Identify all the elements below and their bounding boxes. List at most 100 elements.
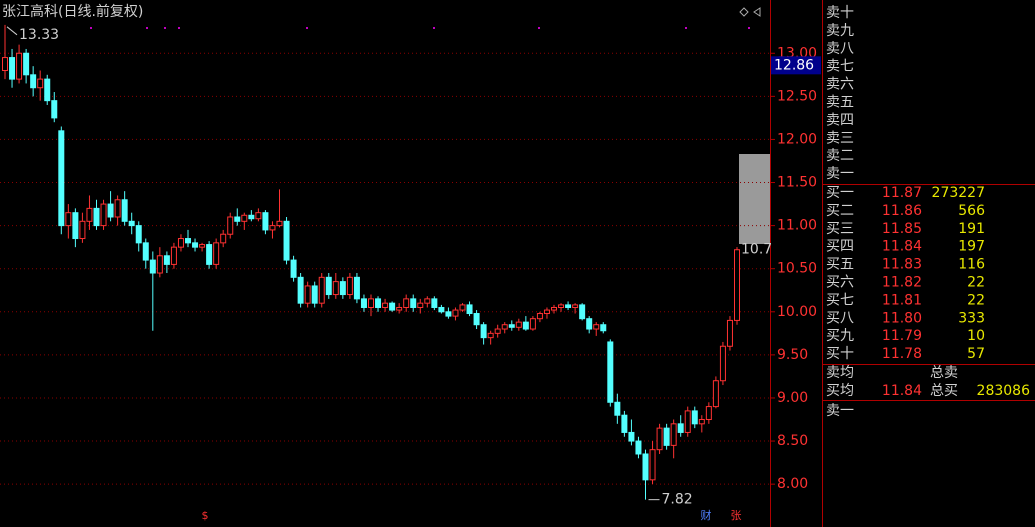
candle-body bbox=[142, 242, 149, 261]
candle-body bbox=[452, 309, 459, 317]
event-marker[interactable]: 财 bbox=[701, 508, 712, 522]
icon-left[interactable] bbox=[753, 7, 761, 17]
bid-label: 买九 bbox=[826, 328, 854, 344]
candle-body bbox=[536, 313, 543, 320]
depth-bar bbox=[739, 154, 770, 244]
candle-body bbox=[248, 214, 255, 220]
candle-body bbox=[290, 259, 297, 278]
event-marker[interactable]: $ bbox=[202, 509, 209, 522]
event-dots bbox=[90, 27, 750, 29]
ask-label: 卖六 bbox=[826, 77, 854, 93]
y-tick-label: 12.00 bbox=[777, 131, 817, 147]
candle-body bbox=[368, 298, 374, 308]
candle-body bbox=[719, 345, 726, 382]
bid-volume: 273227 bbox=[932, 185, 985, 201]
candle-body bbox=[332, 281, 339, 296]
price-tag: 12.86 bbox=[774, 57, 814, 73]
bid-label: 买一 bbox=[826, 185, 854, 201]
candle-body bbox=[100, 203, 107, 227]
bid-label: 买七 bbox=[826, 292, 854, 308]
candle-body bbox=[241, 214, 248, 222]
candle-body bbox=[586, 318, 593, 330]
candle-body bbox=[79, 220, 86, 240]
candle-body bbox=[635, 440, 642, 455]
candle-body bbox=[396, 306, 403, 311]
event-marker[interactable]: 张 bbox=[731, 509, 742, 522]
bid-volume: 116 bbox=[958, 257, 985, 273]
icon-diamond[interactable] bbox=[739, 7, 749, 17]
candle-body bbox=[276, 220, 283, 227]
y-tick-label: 10.50 bbox=[777, 261, 817, 277]
candle-body bbox=[579, 304, 586, 320]
candle-body bbox=[114, 199, 121, 218]
candle-body bbox=[508, 324, 515, 328]
candle-body bbox=[206, 244, 213, 265]
candle-body bbox=[705, 406, 712, 421]
candle-body bbox=[403, 298, 410, 308]
ask-label: 卖一 bbox=[826, 166, 854, 182]
ask-label: 卖四 bbox=[826, 112, 854, 128]
candle-body bbox=[522, 321, 529, 330]
y-tick-label: 8.50 bbox=[777, 433, 808, 449]
high-pointer bbox=[6, 26, 18, 36]
bid-price: 11.84 bbox=[882, 239, 922, 255]
candle-body bbox=[466, 304, 473, 315]
bid-price: 11.86 bbox=[882, 203, 922, 219]
candle-body bbox=[346, 276, 353, 296]
candle-body bbox=[339, 281, 346, 296]
price-tag-box bbox=[771, 56, 821, 75]
candle-body bbox=[2, 57, 8, 71]
bid-volume: 22 bbox=[967, 292, 985, 308]
candle-body bbox=[325, 276, 332, 296]
candle-body bbox=[572, 304, 579, 308]
candle-body bbox=[558, 304, 565, 308]
candle-body bbox=[734, 249, 740, 321]
top-icons[interactable] bbox=[739, 7, 761, 17]
y-tick-label: 12.50 bbox=[777, 88, 817, 104]
candle-body bbox=[51, 100, 58, 119]
candle-body bbox=[121, 199, 128, 222]
bid-price: 11.85 bbox=[882, 221, 922, 237]
candle-body bbox=[487, 332, 494, 339]
bid-avg-label: 买均 bbox=[826, 383, 854, 399]
candle-body bbox=[213, 242, 220, 265]
candle-body bbox=[86, 207, 93, 222]
candle-body bbox=[698, 419, 705, 425]
candle-body bbox=[438, 306, 445, 313]
candle-body bbox=[551, 306, 557, 311]
bid-avg: 11.84 bbox=[882, 383, 922, 399]
candle-body bbox=[459, 304, 466, 311]
candle-body bbox=[199, 244, 206, 248]
candle-body bbox=[297, 276, 304, 304]
candle-body bbox=[283, 220, 290, 261]
bid-volume: 566 bbox=[958, 203, 985, 219]
total-bid: 283086 bbox=[977, 383, 1031, 399]
candle-body bbox=[23, 52, 30, 76]
candle-body bbox=[614, 401, 621, 416]
candle-body bbox=[318, 276, 325, 304]
candle-body bbox=[149, 259, 156, 274]
bid-price: 11.79 bbox=[882, 328, 922, 344]
low-label: 7.82 bbox=[662, 492, 693, 508]
bid-volume: 22 bbox=[967, 275, 985, 291]
candle-body bbox=[375, 298, 382, 308]
candle-body bbox=[304, 285, 311, 304]
bid-label: 买十 bbox=[826, 346, 854, 362]
candle-body bbox=[269, 225, 276, 231]
candle-body bbox=[473, 313, 480, 326]
chart-title[interactable]: 张江高科(日线.前复权) bbox=[2, 3, 143, 20]
bid-price: 11.87 bbox=[882, 185, 922, 201]
y-tick-label: 9.50 bbox=[777, 347, 808, 363]
candle-body bbox=[663, 427, 670, 446]
candle-body bbox=[72, 212, 79, 240]
candle-body bbox=[445, 311, 452, 317]
ask-label: 卖十 bbox=[826, 5, 854, 21]
candle-body bbox=[255, 212, 262, 220]
y-tick-label: 11.50 bbox=[777, 175, 817, 191]
candle-body bbox=[649, 449, 656, 481]
bid-price: 11.83 bbox=[882, 257, 922, 273]
candle-body bbox=[44, 78, 51, 102]
bid-volume: 57 bbox=[967, 346, 985, 362]
candle-body bbox=[417, 302, 424, 308]
ask-label: 卖八 bbox=[826, 41, 854, 57]
